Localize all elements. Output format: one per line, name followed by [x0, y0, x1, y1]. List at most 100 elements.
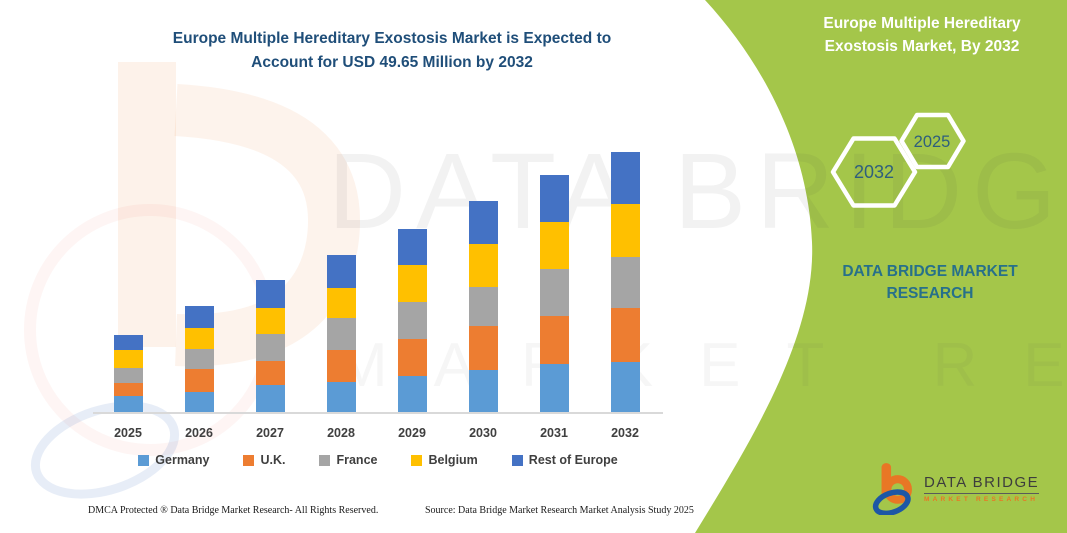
bar-segment-2030-rest-of-europe: [468, 201, 498, 244]
legend-swatch: [138, 454, 150, 466]
bar-segment-2028-germany: [326, 382, 356, 412]
legend-label: U.K.: [260, 453, 286, 467]
legend-label: Rest of Europe: [528, 453, 618, 467]
bar-segment-2026-u-k-: [184, 368, 214, 392]
bar-segment-2026-rest-of-europe: [184, 305, 214, 328]
bar-segment-2025-france: [113, 367, 143, 384]
logo-title: DATA BRIDGE: [924, 474, 1040, 494]
watermark-text-marketresearch: MARKET RESEARCH: [336, 331, 1067, 400]
hexagon-large-label: 2032: [854, 162, 894, 182]
x-axis-label-2032: 2032: [611, 426, 639, 440]
bar-segment-2027-belgium: [255, 308, 285, 334]
bar-segment-2032-belgium: [610, 203, 640, 257]
x-axis-baseline: [93, 412, 663, 414]
legend-swatch: [511, 454, 523, 466]
bar-segment-2028-rest-of-europe: [326, 254, 356, 289]
x-axis-label-2030: 2030: [469, 426, 497, 440]
legend-label: France: [336, 453, 378, 467]
legend-swatch: [411, 454, 423, 466]
bar-segment-2026-germany: [184, 391, 214, 412]
hexagon-large: [830, 136, 918, 208]
x-axis-label-2026: 2026: [185, 426, 213, 440]
logo-b-bowl: [883, 475, 912, 504]
logo-d-swoosh: [872, 489, 911, 515]
bar-segment-2026-france: [184, 349, 214, 369]
bar-segment-2029-rest-of-europe: [397, 228, 427, 266]
bar-segment-2025-belgium: [113, 350, 143, 368]
dbmr-logo-icon: [872, 463, 912, 515]
legend: Germany U.K. France Belgium Rest of Europe: [93, 453, 663, 467]
hexagon-small: [899, 112, 966, 170]
footer-source: Source: Data Bridge Market Research Mark…: [425, 505, 694, 516]
bar-segment-2031-rest-of-europe: [539, 175, 569, 223]
logo-subtitle: MARKET RESEARCH: [924, 495, 1039, 503]
bar-segment-2027-germany: [255, 385, 285, 412]
bar-2026: [184, 305, 214, 412]
watermark-b-bowl: [174, 84, 360, 367]
bar-segment-2028-france: [326, 317, 356, 350]
green-panel-path: [695, 0, 1067, 533]
bar-2025: [113, 335, 143, 412]
watermark-text-databridge: DATA BRIDGE: [328, 130, 1067, 251]
bar-segment-2030-france: [468, 287, 498, 327]
bar-segment-2029-belgium: [397, 265, 427, 303]
dbmr-logo: DATA BRIDGE MARKET RESEARCH: [872, 461, 1040, 515]
watermark-b-stem: [118, 62, 176, 347]
legend-item-belgium: Belgium: [411, 453, 478, 467]
legend-item-france: France: [319, 453, 377, 467]
bar-segment-2032-germany: [610, 362, 640, 412]
brand-text-line1: DATA BRIDGE MARKET: [842, 263, 1018, 280]
legend-swatch: [319, 454, 331, 466]
x-axis-label-2031: 2031: [540, 426, 568, 440]
chart-title-line1: Europe Multiple Hereditary Exostosis Mar…: [172, 30, 612, 47]
chart-title: Europe Multiple Hereditary Exostosis Mar…: [88, 27, 696, 75]
bar-segment-2031-germany: [539, 363, 569, 412]
brand-text: DATA BRIDGE MARKET RESEARCH: [798, 261, 1062, 306]
brand-text-line2: RESEARCH: [886, 285, 974, 303]
right-panel-title-line1: Europe Multiple Hereditary: [823, 15, 1021, 32]
bar-segment-2031-france: [539, 269, 569, 316]
x-axis-label-2027: 2027: [256, 426, 284, 440]
hexagon-small-label: 2025: [914, 133, 951, 151]
bar-segment-2030-belgium: [468, 243, 498, 288]
bar-segment-2027-u-k-: [255, 360, 285, 386]
legend-label: Germany: [155, 453, 210, 467]
right-panel-title: Europe Multiple Hereditary Exostosis Mar…: [788, 12, 1056, 59]
bar-segment-2031-u-k-: [539, 315, 569, 364]
bar-segment-2030-u-k-: [468, 326, 498, 371]
x-axis-label-2025: 2025: [114, 426, 142, 440]
right-panel-title-line2: Exostosis Market, By 2032: [824, 38, 1020, 56]
bar-segment-2029-france: [397, 302, 427, 339]
logo-text: DATA BRIDGE MARKET RESEARCH: [924, 474, 1040, 503]
bar-2032: [610, 152, 640, 412]
bar-segment-2028-u-k-: [326, 349, 356, 383]
bar-segment-2032-france: [610, 257, 640, 308]
bar-2030: [468, 201, 498, 412]
footer-dmca: DMCA Protected ® Data Bridge Market Rese…: [88, 505, 379, 516]
bar-2028: [326, 254, 356, 412]
bar-segment-2025-u-k-: [113, 383, 143, 397]
legend-item-u-k-: U.K.: [243, 453, 285, 467]
bar-segment-2027-france: [255, 333, 285, 361]
bar-segment-2029-u-k-: [397, 338, 427, 377]
bar-2031: [539, 175, 569, 412]
bar-segment-2025-rest-of-europe: [113, 335, 143, 351]
watermark-d-swoosh: [30, 401, 180, 499]
bar-segment-2032-u-k-: [610, 307, 640, 362]
bar-segment-2027-rest-of-europe: [255, 280, 285, 309]
chart-title-line2: Account for USD 49.65 Million by 2032: [251, 54, 533, 72]
x-axis-label-2029: 2029: [398, 426, 426, 440]
legend-item-rest-of-europe: Rest of Europe: [511, 453, 618, 467]
bar-segment-2031-belgium: [539, 222, 569, 270]
bar-segment-2030-germany: [468, 370, 498, 412]
legend-item-germany: Germany: [138, 453, 209, 467]
legend-swatch: [243, 454, 255, 466]
bar-segment-2032-rest-of-europe: [610, 152, 640, 204]
bar-segment-2025-germany: [113, 396, 143, 412]
x-axis-label-2028: 2028: [327, 426, 355, 440]
